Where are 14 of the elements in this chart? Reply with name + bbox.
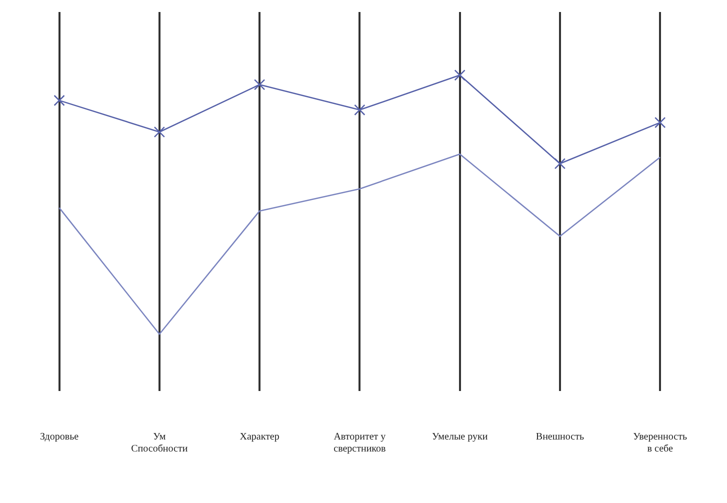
- point: [454, 70, 466, 81]
- x-tick-label: Внешность: [536, 432, 584, 443]
- x-tick-label: Ум Способности: [131, 432, 188, 455]
- x-tick-label: Характер: [240, 432, 280, 443]
- point: [354, 104, 366, 116]
- point: [654, 116, 666, 128]
- point: [254, 79, 266, 90]
- x-tick-label: Умелые руки: [432, 432, 488, 443]
- x-tick-label: Здоровье: [40, 432, 80, 443]
- point: [54, 94, 65, 106]
- x-tick-label: Уверенность в себе: [633, 432, 688, 455]
- point: [554, 158, 566, 170]
- x-tick-label: Авторитет у сверстников: [334, 432, 386, 455]
- point: [154, 126, 166, 138]
